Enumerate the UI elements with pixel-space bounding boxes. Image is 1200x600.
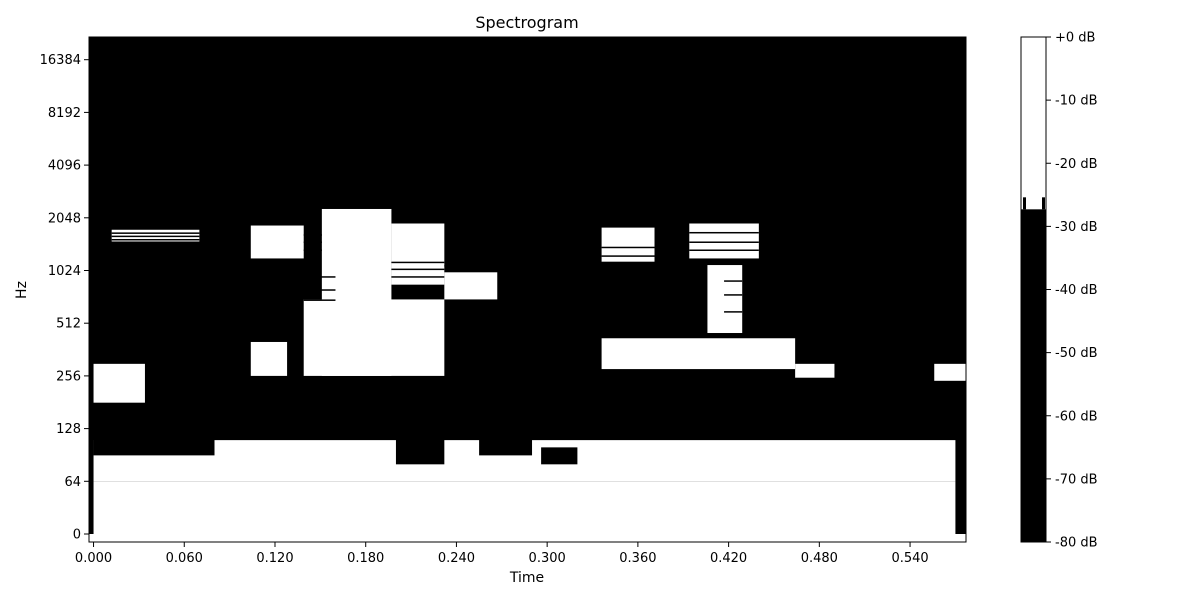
- dark-region-5: [789, 377, 933, 429]
- colorbar-tick-label: -10 dB: [1055, 94, 1098, 109]
- harmonic-stripe-6-0: [724, 311, 743, 313]
- harmonic-stripe-4-0: [601, 255, 655, 257]
- dark-region-2: [216, 380, 269, 417]
- y-tick-label: 0: [73, 528, 81, 543]
- colorbar-tick-label: -80 dB: [1055, 536, 1098, 551]
- harmonic-stripe-0-1: [111, 235, 200, 238]
- dark-region-4: [734, 409, 770, 429]
- harmonic-stripe-5-0: [689, 249, 759, 251]
- y-axis-label: Hz: [14, 281, 30, 299]
- harmonic-stripe-2-1: [391, 268, 445, 271]
- dark-region-7: [479, 428, 533, 456]
- colorbar-tick-label: -40 dB: [1055, 283, 1098, 298]
- harmonic-stripe-7-1: [303, 289, 336, 291]
- dark-region-8: [541, 447, 578, 465]
- harmonic-stripe-0-2: [111, 232, 200, 234]
- colorbar-notch-left: [1023, 197, 1026, 210]
- y-tick-label: 512: [56, 317, 81, 332]
- y-tick-label: 64: [64, 475, 81, 490]
- bright-region-12: [111, 229, 200, 242]
- colorbar-tick-label: -30 dB: [1055, 220, 1098, 235]
- y-tick-label: 16384: [40, 53, 81, 68]
- bright-region-0: [93, 481, 956, 534]
- harmonic-stripe-2-2: [391, 261, 445, 264]
- y-tick-label: 1024: [48, 264, 81, 279]
- x-tick-label: 0.180: [347, 551, 384, 566]
- colorbar-notch-right: [1042, 197, 1045, 210]
- harmonic-stripe-4-1: [601, 246, 655, 249]
- colorbar-tick-label: -60 dB: [1055, 409, 1098, 424]
- plot-area: [89, 37, 966, 542]
- harmonic-stripe-0-0: [111, 238, 200, 241]
- bright-region-5: [321, 208, 392, 376]
- colorbar-tick-label: -70 dB: [1055, 472, 1098, 487]
- harmonic-stripe-3-0: [444, 265, 548, 267]
- spectrogram-cells: [89, 37, 966, 542]
- y-tick-label: 8192: [48, 106, 81, 121]
- x-tick-label: 0.000: [75, 551, 112, 566]
- harmonic-stripe-5-1: [689, 241, 759, 243]
- bright-region-10: [689, 223, 759, 259]
- x-tick-label: 0.420: [710, 551, 747, 566]
- chart-title: Spectrogram: [475, 13, 578, 32]
- x-tick-label: 0.060: [166, 551, 203, 566]
- bright-region-11: [707, 265, 743, 334]
- colorbar-low-segment: [1021, 209, 1046, 543]
- bright-region-8: [444, 272, 498, 300]
- harmonic-stripe-2-0: [391, 276, 445, 278]
- harmonic-stripe-5-2: [689, 231, 759, 234]
- dark-region-3: [462, 369, 531, 403]
- y-tick-label: 128: [56, 422, 81, 437]
- x-tick-label: 0.120: [256, 551, 293, 566]
- bright-region-2: [93, 363, 145, 403]
- bright-region-6: [250, 225, 304, 259]
- x-axis-label: Time: [509, 570, 544, 586]
- x-tick-label: 0.240: [438, 551, 475, 566]
- x-tick-label: 0.360: [619, 551, 656, 566]
- x-tick-label: 0.480: [801, 551, 838, 566]
- harmonic-stripe-6-1: [724, 294, 743, 296]
- plot-frame: [88, 36, 967, 543]
- spectrogram-cell-dc: [89, 534, 966, 542]
- bright-region-14: [795, 363, 835, 381]
- dark-region-1: [93, 407, 215, 456]
- harmonic-stripe-1-2: [303, 234, 322, 236]
- colorbar: +0 dB -10 dB -20 dB -30 dB -40 dB -50 dB -60 d…: [1020, 31, 1098, 551]
- dark-region-6: [395, 416, 445, 465]
- y-tick-label: 256: [56, 369, 81, 384]
- colorbar-tick-label: -20 dB: [1055, 157, 1098, 172]
- x-axis: 0.000 0.060 0.120 0.180 0.240 0.300 0.360 0.420…: [75, 542, 929, 566]
- harmonic-stripe-1-0: [303, 249, 322, 251]
- harmonic-stripe-1-1: [303, 241, 322, 243]
- y-tick-label: 4096: [48, 159, 81, 174]
- harmonic-stripe-6-2: [724, 280, 743, 282]
- y-axis: 0 64 128 256 512 1024 2048 4096 8192 16384: [40, 53, 89, 543]
- bright-region-7: [391, 223, 445, 285]
- bright-region-15: [934, 363, 966, 381]
- colorbar-tick-label: +0 dB: [1055, 31, 1095, 46]
- colorbar-ticks: +0 dB -10 dB -20 dB -30 dB -40 dB -50 dB -60 d…: [1046, 31, 1098, 551]
- x-tick-label: 0.540: [891, 551, 928, 566]
- harmonic-stripe-7-0: [303, 299, 336, 301]
- dark-region-0: [93, 37, 966, 203]
- harmonic-stripe-7-2: [303, 276, 336, 278]
- x-tick-label: 0.300: [529, 551, 566, 566]
- y-tick-label: 2048: [48, 211, 81, 226]
- bright-region-13: [601, 338, 796, 370]
- bright-region-3: [250, 341, 288, 376]
- colorbar-high-segment: [1021, 37, 1046, 210]
- colorbar-tick-label: -50 dB: [1055, 346, 1098, 361]
